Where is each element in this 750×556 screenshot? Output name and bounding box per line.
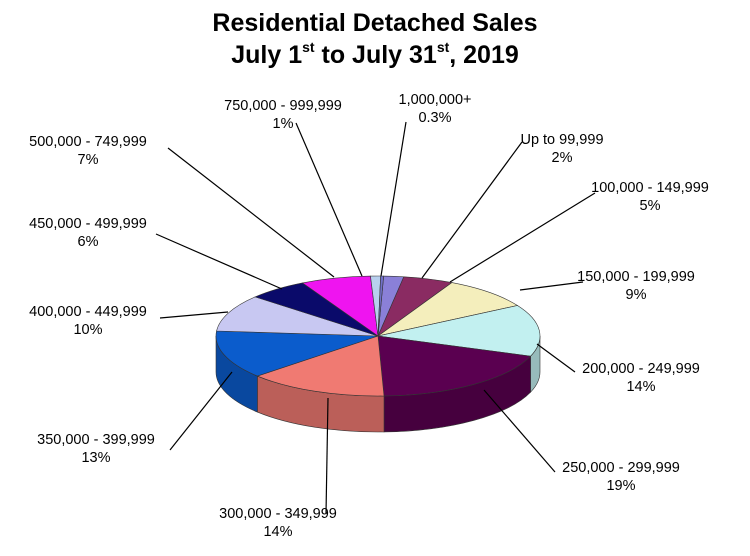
chart-title-line2: July 1st to July 31st, 2019 (0, 40, 750, 70)
slice-label: 250,000 - 299,999 (562, 460, 680, 476)
slice-percent: 9% (626, 287, 647, 303)
pie-slice (216, 296, 379, 337)
slice-percent: 7% (78, 152, 99, 168)
pie-slice (377, 282, 519, 337)
pie-side-walls (215, 335, 541, 433)
slice-label: 500,000 - 749,999 (29, 134, 147, 150)
leader-line (536, 343, 576, 373)
slice-label: 400,000 - 449,999 (29, 304, 147, 320)
title-line2-part2: to July 31 (314, 41, 437, 69)
slice-percent: 14% (626, 379, 655, 395)
leader-line (295, 122, 363, 277)
slice-label: 300,000 - 349,999 (219, 506, 337, 522)
slice-label: 150,000 - 199,999 (577, 269, 695, 285)
pie-slice (377, 305, 541, 357)
pie-slice (377, 275, 384, 337)
chart-title-line1: Residential Detached Sales (212, 9, 538, 37)
slice-label: 450,000 - 499,999 (29, 216, 147, 232)
title-line2-sup2: st (436, 39, 450, 55)
slice-percent: 19% (606, 478, 635, 494)
leader-lines (155, 121, 596, 515)
slice-label: 1,000,000+ (399, 92, 472, 108)
slice-percent: 14% (263, 524, 292, 540)
title-line2-part1: July 1 (231, 41, 303, 69)
pie-slice (377, 335, 532, 397)
slice-label: Up to 99,999 (520, 132, 603, 148)
leader-line (421, 141, 523, 279)
slice-label: 750,000 - 999,999 (224, 98, 342, 114)
leader-line (169, 371, 233, 451)
slice-percent: 13% (81, 450, 110, 466)
leader-line (449, 192, 596, 283)
slice-label: 100,000 - 149,999 (591, 180, 709, 196)
leader-line (155, 233, 283, 290)
slice-label: 200,000 - 249,999 (582, 361, 700, 377)
pie-slice (256, 335, 385, 397)
leader-line (167, 147, 335, 278)
leader-line (159, 311, 229, 319)
slice-label: 350,000 - 399,999 (37, 432, 155, 448)
slice-percent: 2% (552, 150, 573, 166)
pie-slice (215, 330, 379, 377)
leader-line (483, 389, 556, 473)
title-line2-sup1: st (302, 39, 315, 55)
leader-line (380, 121, 407, 277)
leader-line (325, 397, 329, 515)
slice-percent: 5% (640, 198, 661, 214)
title-line2-part3: , 2019 (449, 41, 519, 69)
leader-line (519, 281, 584, 291)
slice-percent: 1% (273, 116, 294, 132)
slice-percent: 6% (78, 234, 99, 250)
slice-percent: 10% (73, 322, 102, 338)
slice-percent: 0.3% (418, 110, 451, 126)
